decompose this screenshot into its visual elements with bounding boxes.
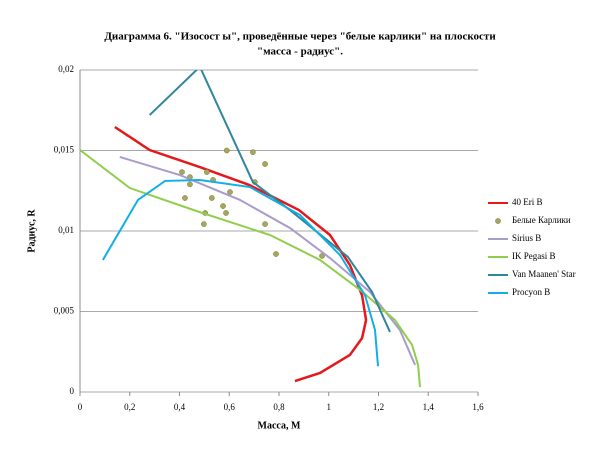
chart-title: "масса - радиус".	[257, 46, 343, 58]
x-tick-label: 1	[327, 402, 332, 412]
scatter-point	[204, 169, 210, 175]
y-tick-label: 0,015	[54, 145, 75, 155]
y-tick-label: 0,005	[54, 306, 75, 316]
y-tick-label: 0	[70, 386, 75, 396]
y-tick-label: 0,02	[58, 64, 74, 74]
x-axis-title: Масса, M	[258, 420, 301, 431]
x-tick-label: 1,6	[472, 402, 484, 412]
scatter-point	[182, 195, 188, 201]
x-tick-label: 0,6	[224, 402, 236, 412]
scatter-point	[262, 221, 268, 227]
scatter-point	[179, 169, 185, 175]
plot-area	[80, 70, 422, 388]
scatter-point	[262, 161, 268, 167]
scatter-point	[250, 149, 256, 155]
x-tick-label: 0,4	[174, 402, 186, 412]
legend-label: Van Maanen' Star	[512, 269, 576, 279]
scatter-point	[223, 210, 229, 216]
legend-label: IK Pegasi B	[512, 251, 556, 261]
series-line	[119, 155, 416, 366]
scatter-point	[187, 181, 193, 188]
scatter-point	[208, 195, 215, 201]
scatter-point	[227, 189, 233, 195]
legend-label: Белые Карлики	[512, 215, 571, 225]
legend-marker	[495, 218, 501, 224]
legend-label: Procyon B	[512, 287, 550, 297]
y-axis-title: Радиус, R	[26, 209, 37, 253]
scatter-point	[273, 251, 279, 257]
legend-label: 40 Eri B	[512, 197, 543, 207]
series-line	[114, 125, 368, 383]
x-tick-label: 0,2	[124, 402, 135, 412]
scatter-point	[319, 253, 325, 259]
x-tick-label: 0,8	[273, 402, 285, 412]
legend-label: Sirius B	[512, 233, 541, 243]
chart-title: Диаграмма 6. "Изосост ы", проведённые че…	[104, 31, 496, 43]
series-line	[80, 149, 422, 388]
scatter-point	[223, 147, 230, 154]
y-tick-label: 0,01	[58, 225, 74, 235]
series-line	[102, 178, 379, 367]
scatter-point	[201, 221, 207, 227]
x-tick-label: 1,4	[423, 402, 435, 412]
x-tick-label: 1,2	[373, 402, 384, 412]
x-tick-label: 0	[78, 402, 83, 412]
scatter-point	[220, 203, 226, 209]
